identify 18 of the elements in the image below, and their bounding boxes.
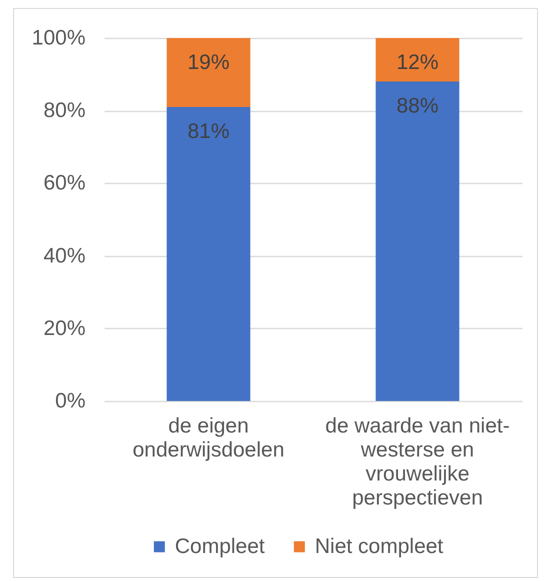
x-tick-label: de waarde van niet-westerse en vrouwelijke perspectieven: [325, 414, 510, 510]
bar: [376, 82, 460, 401]
legend-label: Compleet: [174, 534, 265, 558]
bar: [166, 106, 250, 401]
data-label: 19%: [187, 51, 230, 74]
y-tick-label: 0%: [55, 390, 86, 412]
y-tick-label: 60%: [43, 172, 86, 195]
data-label: 12%: [396, 51, 439, 74]
y-tick-label: 40%: [43, 244, 86, 268]
y-tick-label: 20%: [43, 316, 86, 340]
x-tick-label: de eigen onderwijsdoelen: [132, 414, 284, 462]
y-tick-label: 80%: [43, 99, 86, 122]
data-label: 88%: [396, 94, 439, 118]
bar: [376, 38, 460, 82]
bar: [166, 38, 250, 107]
y-tick-label: 100%: [32, 26, 86, 50]
legend-label: Niet compleet: [314, 534, 444, 558]
data-label: 81%: [187, 120, 230, 143]
